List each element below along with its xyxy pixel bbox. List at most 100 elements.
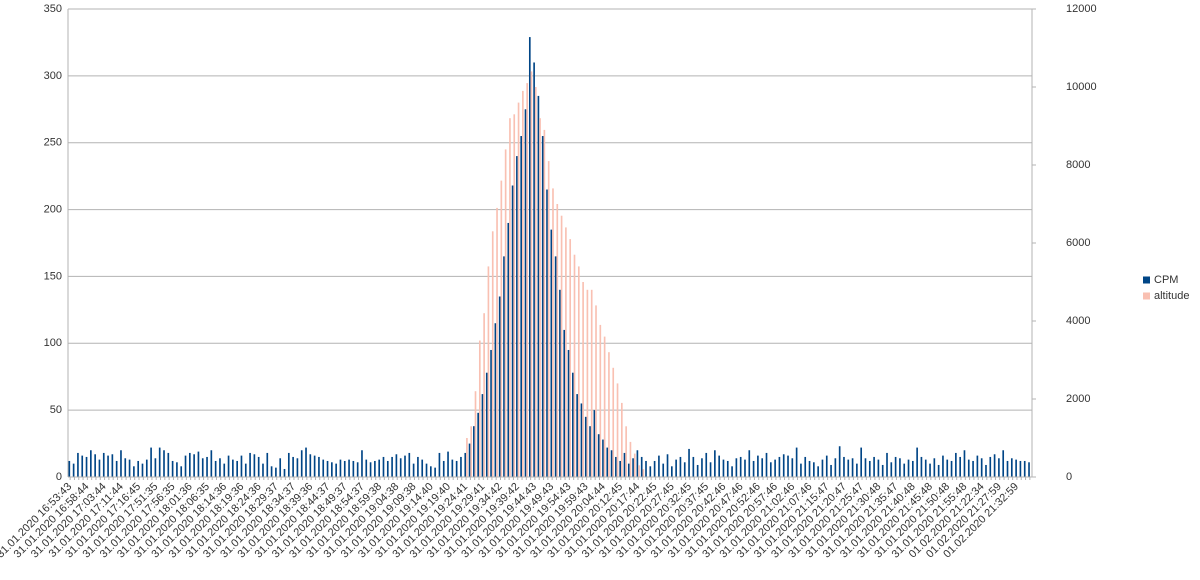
bar (830, 464, 832, 477)
bar (232, 459, 234, 477)
bar (516, 156, 518, 478)
bar (757, 455, 759, 477)
y2-tick-label: 6000 (1066, 237, 1090, 249)
bar (1019, 460, 1022, 477)
bar (494, 323, 497, 477)
bar (404, 455, 406, 477)
bar (504, 149, 507, 477)
bar (658, 455, 660, 477)
bar (632, 458, 634, 477)
bar (473, 426, 475, 477)
bar (856, 463, 858, 477)
bar (791, 458, 794, 477)
bar (98, 459, 101, 477)
bar (714, 450, 716, 477)
bar (90, 450, 92, 477)
bar (894, 456, 897, 477)
bar (752, 460, 755, 477)
bar (683, 462, 686, 477)
bar (701, 458, 703, 477)
y2-tick-label: 10000 (1066, 81, 1097, 93)
bar (537, 95, 540, 478)
bar (886, 452, 888, 477)
bar (688, 448, 690, 477)
bar (877, 459, 880, 477)
bar (111, 454, 114, 477)
bar (395, 454, 398, 477)
bar (662, 463, 665, 477)
bar (309, 454, 312, 477)
bar (490, 349, 492, 477)
bar (102, 452, 105, 477)
bar (800, 463, 802, 477)
bar (804, 456, 807, 477)
bar (817, 466, 819, 477)
bar (726, 460, 729, 477)
bar (590, 289, 593, 477)
y-tick-label: 250 (44, 137, 62, 149)
y-tick-label: 350 (44, 3, 62, 15)
bar (335, 463, 337, 477)
bar (257, 456, 260, 477)
bar (577, 266, 580, 477)
bar (94, 454, 96, 477)
bar (451, 459, 454, 477)
bar (623, 452, 626, 477)
bar (520, 136, 523, 477)
bar (240, 455, 243, 477)
y-tick-label: 300 (44, 70, 62, 82)
bar (287, 452, 290, 477)
bar (1006, 460, 1009, 477)
bar (920, 456, 923, 477)
bar (911, 460, 914, 477)
bar (881, 464, 884, 477)
bar (382, 456, 385, 477)
bar (629, 441, 632, 477)
bar (236, 460, 238, 477)
bar (546, 189, 548, 477)
bar (171, 460, 174, 477)
bar (339, 459, 342, 477)
bar (602, 439, 604, 477)
bar (386, 460, 389, 477)
bar (270, 466, 273, 477)
bar (262, 463, 264, 477)
bar (524, 109, 527, 478)
bar (993, 454, 996, 477)
bar (916, 447, 918, 477)
bar (980, 458, 983, 477)
bar (989, 456, 992, 477)
bar (692, 456, 695, 477)
bar (474, 391, 477, 477)
bar (718, 455, 720, 477)
bar (77, 452, 79, 477)
bar (543, 129, 546, 477)
bar (584, 416, 587, 477)
bar (933, 458, 936, 477)
bar (408, 452, 411, 477)
bar (167, 452, 170, 477)
bar (374, 460, 376, 477)
bar (305, 447, 307, 477)
bar (559, 289, 561, 477)
bar (621, 402, 623, 477)
bar (292, 456, 294, 477)
bar (530, 71, 533, 478)
bar (483, 313, 485, 477)
bar (180, 466, 183, 477)
bar (533, 62, 535, 477)
bar (68, 460, 71, 477)
bar (356, 462, 359, 477)
bar (184, 455, 187, 477)
bar (528, 37, 531, 477)
bar (466, 438, 468, 477)
bar (141, 463, 144, 477)
bar (1015, 459, 1017, 477)
bar (731, 466, 733, 477)
bar (649, 466, 652, 477)
bar (890, 462, 893, 477)
bar (503, 256, 505, 477)
bar (985, 464, 987, 477)
legend-swatch (1143, 276, 1150, 284)
bar (774, 459, 776, 477)
